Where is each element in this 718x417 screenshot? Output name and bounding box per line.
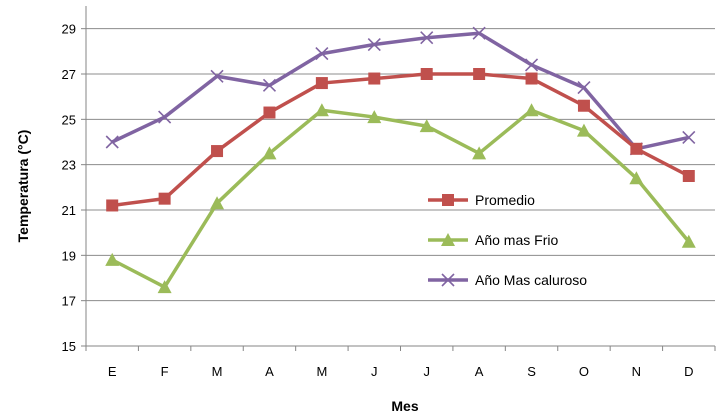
data-point	[157, 280, 172, 294]
data-point	[630, 142, 643, 155]
x-tick-label: J	[371, 364, 378, 379]
x-tick-label: D	[684, 364, 693, 379]
data-point	[682, 130, 696, 145]
data-point	[420, 31, 434, 45]
data-point	[576, 123, 591, 137]
data-point	[525, 72, 538, 85]
series-x	[105, 26, 696, 156]
axes	[81, 6, 716, 351]
data-point	[263, 106, 276, 119]
data-point	[420, 68, 433, 80]
series-line	[111, 31, 690, 151]
data-point	[210, 69, 224, 83]
y-tick-label: 19	[62, 248, 76, 263]
y-tick-label: 15	[62, 339, 76, 354]
x-tick-label: M	[212, 364, 223, 379]
x-tick-label: N	[632, 364, 641, 379]
legend-label: Promedio	[475, 192, 535, 208]
data-point	[106, 199, 119, 212]
legend-swatch-marker	[442, 194, 454, 206]
x-tick-label: M	[316, 364, 327, 379]
x-tick-label: F	[161, 364, 169, 379]
data-point	[211, 145, 224, 158]
series-triangle	[105, 103, 696, 294]
y-tick-label: 21	[62, 203, 76, 218]
data-point	[472, 146, 487, 160]
data-point	[681, 234, 696, 248]
legend-item: Año Mas caluroso	[428, 272, 587, 288]
data-point	[210, 196, 225, 210]
y-tick-label: 29	[62, 22, 76, 37]
data-point	[262, 78, 277, 92]
y-tick-label: 23	[62, 158, 76, 173]
x-tick-label: A	[265, 364, 274, 379]
series-layer	[105, 26, 696, 294]
legend-item: Año mas Frio	[428, 232, 558, 248]
data-point	[682, 170, 695, 182]
data-point	[368, 72, 381, 85]
data-point	[105, 252, 120, 266]
data-point	[105, 135, 119, 149]
data-point	[314, 103, 329, 117]
x-axis-title: Mes	[391, 398, 418, 414]
legend-label: Año Mas caluroso	[475, 272, 587, 288]
data-point	[158, 192, 171, 205]
gridlines	[86, 28, 715, 302]
data-point	[524, 103, 539, 117]
data-point	[419, 119, 434, 133]
series-line	[111, 72, 690, 208]
y-axis-title: Temperatura (°C)	[15, 130, 31, 243]
data-point	[472, 26, 486, 40]
data-point	[577, 81, 591, 95]
data-point	[315, 77, 328, 90]
data-point	[367, 110, 382, 124]
data-point	[473, 68, 486, 80]
data-point	[315, 47, 329, 61]
x-tick-label: A	[475, 364, 484, 379]
legend-label: Año mas Frio	[475, 232, 558, 248]
series-line	[111, 108, 691, 289]
x-tick-label: S	[527, 364, 536, 379]
data-point	[262, 146, 277, 160]
y-tick-label: 25	[62, 112, 76, 127]
data-point	[158, 110, 172, 124]
x-tick-label: O	[579, 364, 589, 379]
y-tick-label: 27	[62, 67, 76, 82]
data-point	[524, 58, 539, 72]
y-tick-label: 17	[62, 294, 76, 309]
legend-swatch-marker	[441, 233, 455, 246]
data-point	[577, 99, 590, 112]
x-tick-label: J	[423, 364, 430, 379]
legend-item: Promedio	[428, 192, 535, 208]
legend-swatch-marker	[441, 273, 455, 287]
x-tick-label: E	[108, 364, 117, 379]
data-point	[367, 37, 381, 52]
series-square	[106, 68, 695, 212]
legend: Promedio Año mas Frio Año Mas caluroso	[428, 192, 587, 288]
y-tick-labels: 15 17 19 21 23 25 27 29	[62, 22, 76, 354]
data-point	[629, 171, 644, 185]
